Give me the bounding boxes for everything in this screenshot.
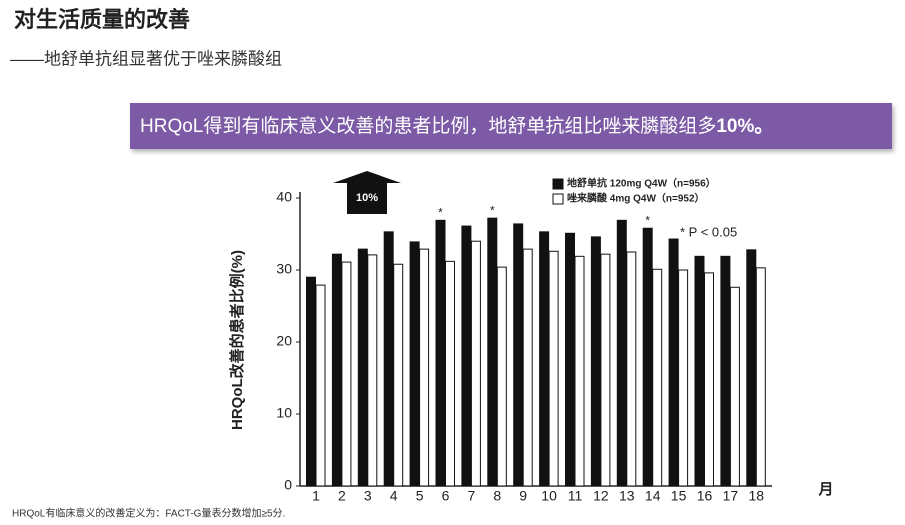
x-tick-label: 18 xyxy=(749,488,765,504)
y-tick-label: 0 xyxy=(284,477,292,493)
bar xyxy=(315,284,326,487)
x-tick-label: 5 xyxy=(416,488,424,504)
x-tick-label: 11 xyxy=(568,488,583,504)
bar xyxy=(419,248,430,487)
x-tick-label: 16 xyxy=(697,488,713,504)
bar xyxy=(383,231,394,487)
annotation: * P < 0.05 xyxy=(680,224,737,239)
x-tick-label: 4 xyxy=(390,488,398,504)
bar xyxy=(565,232,575,487)
footnote: HRQoL有临床意义的改善定义为：FACT-G量表分数增加≥5分. xyxy=(12,507,285,520)
bar xyxy=(590,236,601,487)
legend-label: 地舒单抗 120mg Q4W（n=956） xyxy=(567,177,716,190)
bar xyxy=(652,268,663,487)
bar xyxy=(522,248,533,487)
significance-marker: * xyxy=(438,205,443,219)
x-axis-label: 月 xyxy=(817,481,833,498)
y-tick-label: 20 xyxy=(276,333,292,349)
bar xyxy=(393,263,404,487)
x-tick-label: 10 xyxy=(541,488,557,504)
bar xyxy=(600,253,611,487)
x-tick-label: 1 xyxy=(312,488,320,504)
bar xyxy=(626,251,637,487)
arrow-label: 10% xyxy=(356,192,378,204)
bar xyxy=(409,241,420,487)
x-tick-label: 2 xyxy=(338,488,346,504)
bar xyxy=(642,227,653,487)
bar xyxy=(729,286,740,487)
banner xyxy=(130,103,892,149)
bar xyxy=(306,276,316,487)
subtitle: ——地舒单抗组显著优于唑来膦酸组 xyxy=(10,49,282,68)
x-tick-label: 9 xyxy=(519,488,527,504)
banner-text: HRQoL得到有临床意义改善的患者比例，地舒单抗组比唑来膦酸组多10%。 xyxy=(140,115,773,137)
bar xyxy=(513,223,524,487)
y-tick-label: 40 xyxy=(276,189,292,205)
x-tick-label: 12 xyxy=(593,488,609,504)
y-axis-label: HRQoL改善的患者比例(%) xyxy=(228,250,246,430)
bar xyxy=(341,261,352,487)
legend-swatch xyxy=(552,178,564,190)
x-tick-label: 17 xyxy=(723,488,739,504)
x-tick-label: 3 xyxy=(364,488,372,504)
bar xyxy=(574,255,585,487)
x-tick-label: 13 xyxy=(619,488,635,504)
bar xyxy=(496,266,507,487)
y-tick-label: 30 xyxy=(276,261,292,277)
x-tick-label: 8 xyxy=(493,488,501,504)
x-tick-label: 14 xyxy=(645,488,661,504)
bar xyxy=(445,260,455,487)
bar xyxy=(678,269,689,487)
bar xyxy=(435,219,446,487)
y-tick-label: 10 xyxy=(276,405,292,421)
bar xyxy=(704,272,714,487)
legend-swatch xyxy=(552,193,564,205)
x-tick-label: 7 xyxy=(468,488,476,504)
bar xyxy=(720,255,731,487)
bar xyxy=(668,238,679,487)
legend-label: 唑来膦酸 4mg Q4W（n=952） xyxy=(567,192,705,205)
x-tick-label: 15 xyxy=(671,488,687,504)
bar xyxy=(487,217,498,487)
bar xyxy=(539,231,550,487)
bar xyxy=(461,225,472,487)
bar xyxy=(755,267,766,487)
bar xyxy=(694,255,705,487)
bar xyxy=(548,250,559,487)
bar xyxy=(470,240,481,487)
significance-marker: * xyxy=(490,203,495,217)
bar xyxy=(746,249,757,487)
bar xyxy=(616,219,627,487)
title: 对生活质量的改善 xyxy=(14,7,190,32)
bar xyxy=(331,253,342,487)
bar xyxy=(367,254,378,487)
significance-marker: * xyxy=(645,213,650,227)
arrow xyxy=(333,171,401,214)
x-tick-label: 6 xyxy=(442,488,450,504)
bar xyxy=(357,248,368,487)
